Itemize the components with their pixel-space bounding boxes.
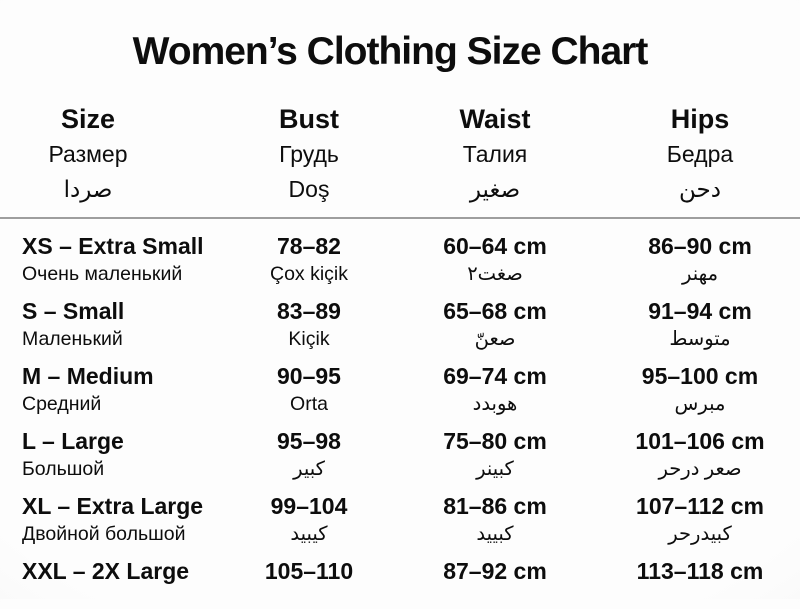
bust-sublabel: Kiçik (288, 328, 330, 350)
table-body: XS – Extra Small Очень маленький 78–82 Ç… (0, 219, 800, 609)
hips-value: 91–94 cm (648, 298, 752, 324)
waist-value: 65–68 cm (443, 298, 547, 324)
hips-cell: 107–112 cm كبيدرحر (600, 479, 800, 548)
waist-value: 60–64 cm (443, 233, 547, 259)
hips-sublabel: كبيدرحر (668, 523, 732, 545)
waist-value: 75–80 cm (443, 428, 547, 454)
size-label: XL – Extra Large (22, 493, 204, 519)
header-bust-ru: Грудь (279, 141, 339, 167)
waist-sublabel: صعنّ (474, 328, 516, 350)
hips-value: 95–100 cm (641, 363, 759, 389)
bust-cell: 90–95 Orta (228, 349, 390, 418)
size-cell: L – Large Большой (0, 414, 228, 483)
hips-value: 107–112 cm (636, 493, 764, 519)
bust-value: 95–98 (277, 428, 341, 454)
size-sublabel: Средний (22, 393, 102, 415)
header-waist-line3: صغير (469, 176, 521, 202)
page-title: Women’s Clothing Size Chart (132, 30, 649, 73)
waist-value: 87–92 cm (443, 558, 547, 584)
hips-sublabel: متوسط (669, 328, 731, 350)
size-label: XXL – 2X Large (22, 558, 190, 584)
header-hips-ru: Бедра (666, 141, 734, 167)
waist-sublabel: هوبدد (472, 393, 518, 415)
size-label: XS – Extra Small (22, 233, 204, 259)
hips-sublabel: صعر درحر (658, 458, 742, 480)
hips-cell: 86–90 cm مهنر (600, 219, 800, 288)
header-waist-ru: Талия (462, 141, 528, 167)
waist-sublabel: صغت٢ (467, 263, 523, 285)
bust-cell: 99–104 كيبيد (228, 479, 390, 548)
bust-cell: 105–110 (228, 544, 390, 609)
hips-value: 86–90 cm (648, 233, 752, 259)
header-hips-en: Hips (670, 104, 730, 134)
waist-cell: 69–74 cm هوبدد (390, 349, 600, 418)
waist-sublabel: كبينر (476, 458, 514, 480)
header-waist: Waist Талия صغير (390, 100, 600, 207)
waist-cell: 81–86 cm كبييد (390, 479, 600, 548)
header-size-line3: صردا (63, 176, 113, 202)
bust-sublabel: كبير (293, 458, 325, 480)
bust-cell: 78–82 Çox kiçik (228, 219, 390, 288)
waist-sublabel: كبييد (476, 523, 514, 545)
table-row-s: S – Small Маленький 83–89 Kiçik 65–68 cm… (0, 284, 800, 350)
bust-cell: 95–98 كبير (228, 414, 390, 483)
size-label: M – Medium (22, 363, 154, 389)
header-size: Size Размер صردا (0, 100, 228, 207)
size-label: L – Large (22, 428, 124, 454)
bust-value: 78–82 (277, 233, 341, 259)
table-row-xl: XL – Extra Large Двойной большой 99–104 … (0, 479, 800, 545)
table-row-xs: XS – Extra Small Очень маленький 78–82 Ç… (0, 219, 800, 285)
hips-sublabel: مبرس (674, 393, 726, 415)
hips-sublabel: مهنر (681, 263, 719, 285)
hips-cell: 95–100 cm مبرس (600, 349, 800, 418)
size-sublabel: Очень маленький (22, 263, 183, 285)
size-sublabel: Большой (22, 458, 105, 480)
table-row-l: L – Large Большой 95–98 كبير 75–80 cm كب… (0, 414, 800, 480)
size-cell: XS – Extra Small Очень маленький (0, 219, 228, 288)
size-chart-table: Size Размер صردا Bust Грудь Doş Waist Та… (0, 100, 800, 609)
header-bust-en: Bust (279, 104, 339, 134)
hips-cell: 101–106 cm صعر درحر (600, 414, 800, 483)
hips-value: 101–106 cm (635, 428, 765, 454)
header-waist-en: Waist (459, 104, 531, 134)
bust-cell: 83–89 Kiçik (228, 284, 390, 353)
bust-value: 83–89 (277, 298, 341, 324)
size-cell: S – Small Маленький (0, 284, 228, 353)
table-row-m: M – Medium Средний 90–95 Orta 69–74 cm ه… (0, 349, 800, 415)
waist-cell: 60–64 cm صغت٢ (390, 219, 600, 288)
bust-value: 99–104 (270, 493, 348, 519)
size-cell: XXL – 2X Large (0, 544, 228, 609)
size-sublabel: Маленький (22, 328, 123, 350)
waist-cell: 87–92 cm (390, 544, 600, 609)
size-label: S – Small (22, 298, 125, 324)
bust-sublabel: كيبيد (290, 523, 328, 545)
bust-sublabel: Orta (290, 393, 328, 415)
bust-value: 105–110 (264, 558, 354, 584)
waist-value: 81–86 cm (443, 493, 547, 519)
header-divider (0, 217, 800, 219)
header-size-en: Size (60, 104, 116, 134)
waist-value: 69–74 cm (443, 363, 547, 389)
waist-cell: 75–80 cm كبينر (390, 414, 600, 483)
bust-value: 90–95 (277, 363, 341, 389)
hips-cell: 91–94 cm متوسط (600, 284, 800, 353)
waist-cell: 65–68 cm صعنّ (390, 284, 600, 353)
size-cell: M – Medium Средний (0, 349, 228, 418)
hips-value: 113–118 cm (636, 558, 764, 584)
header-hips: Hips Бедра دحن (600, 100, 800, 207)
table-header-row: Size Размер صردا Bust Грудь Doş Waist Та… (0, 100, 800, 207)
header-hips-line3: دحن (679, 176, 721, 202)
header-bust: Bust Грудь Doş (228, 100, 390, 207)
size-sublabel: Двойной большой (22, 523, 186, 545)
hips-cell: 113–118 cm (600, 544, 800, 609)
header-bust-line3: Doş (288, 176, 330, 202)
header-size-ru: Размер (48, 141, 128, 167)
table-row-xxl: XXL – 2X Large 105–110 87–92 cm 113–118 … (0, 544, 800, 609)
bust-sublabel: Çox kiçik (269, 263, 348, 285)
size-cell: XL – Extra Large Двойной большой (0, 479, 228, 548)
